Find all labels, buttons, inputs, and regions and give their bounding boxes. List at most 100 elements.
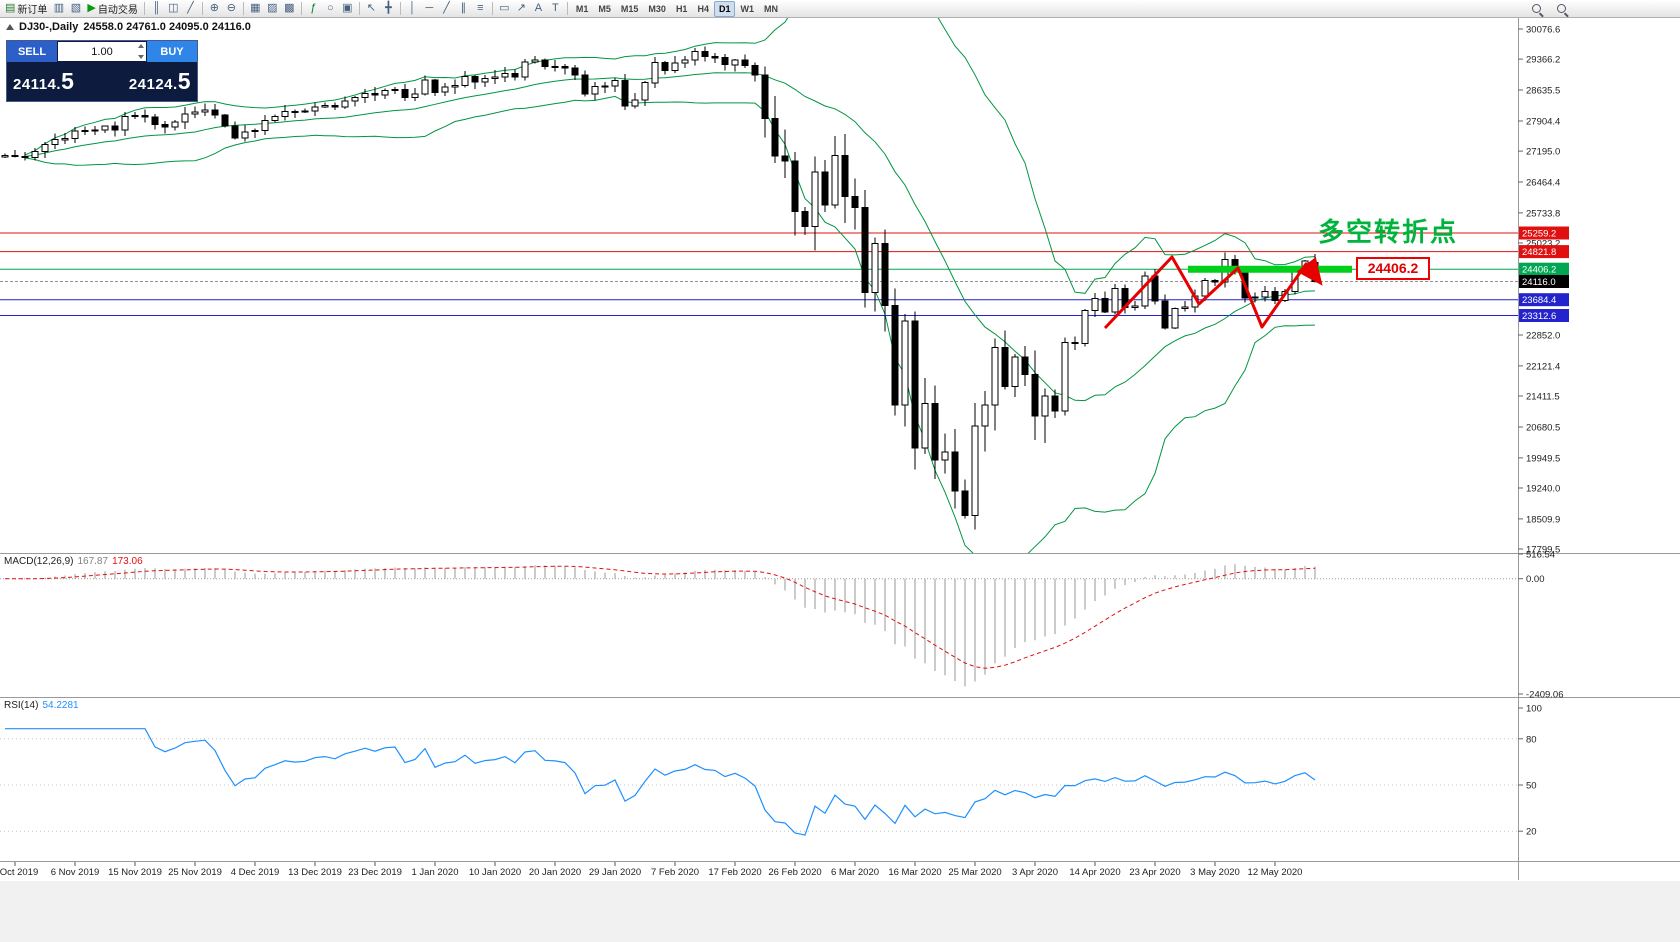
tile-windows-button[interactable]: ▦ bbox=[247, 1, 264, 17]
sell-price-big-digit: 5 bbox=[61, 68, 75, 94]
timeframe-m1-button[interactable]: M1 bbox=[571, 1, 594, 17]
symbol-search-button[interactable] bbox=[1553, 1, 1570, 17]
bar-chart-icon: ║ bbox=[152, 2, 161, 14]
svg-text:20 Jan 2020: 20 Jan 2020 bbox=[529, 867, 581, 878]
svg-text:15 Nov 2019: 15 Nov 2019 bbox=[108, 867, 162, 878]
trade-panel-prices: 24114.5 24124.5 bbox=[7, 62, 197, 101]
rsi-value: 54.2281 bbox=[42, 700, 79, 711]
timeframe-h1-button[interactable]: H1 bbox=[671, 1, 693, 17]
horizontal-line-button[interactable]: ─ bbox=[421, 1, 438, 17]
timeframe-m15-button[interactable]: M15 bbox=[616, 1, 644, 17]
svg-text:29366.2: 29366.2 bbox=[1526, 55, 1560, 66]
timeframe-m5-button[interactable]: M5 bbox=[593, 1, 616, 17]
bollinger-band bbox=[24, 18, 1316, 294]
periods-button[interactable]: ○ bbox=[322, 1, 339, 17]
profiles-icon: ▧ bbox=[70, 2, 82, 14]
price-annotation-box[interactable]: 24406.2 bbox=[1356, 257, 1430, 280]
cascade-windows-button[interactable]: ▨ bbox=[264, 1, 281, 17]
svg-text:24406.2: 24406.2 bbox=[1522, 265, 1556, 276]
svg-text:26464.4: 26464.4 bbox=[1526, 178, 1560, 189]
candlestick-chart-icon: ◫ bbox=[168, 2, 179, 14]
sell-price[interactable]: 24114.5 bbox=[13, 68, 74, 95]
svg-text:23 Dec 2019: 23 Dec 2019 bbox=[348, 867, 402, 878]
shapes-button[interactable]: ▭ bbox=[496, 1, 513, 17]
chart-background bbox=[0, 18, 1680, 942]
svg-text:6 Mar 2020: 6 Mar 2020 bbox=[831, 867, 879, 878]
text-button[interactable]: A bbox=[530, 1, 547, 17]
buy-button[interactable]: BUY bbox=[147, 41, 197, 62]
timeframe-w1-button[interactable]: W1 bbox=[735, 1, 759, 17]
templates-button[interactable]: ▣ bbox=[339, 1, 356, 17]
autotrading-icon: ▶ bbox=[87, 2, 96, 14]
arrow-tool-button[interactable]: ↗ bbox=[513, 1, 530, 17]
svg-text:22852.0: 22852.0 bbox=[1526, 331, 1560, 342]
timeframe-h4-button[interactable]: H4 bbox=[692, 1, 714, 17]
one-click-toggle-icon[interactable] bbox=[6, 24, 14, 30]
buy-price[interactable]: 24124.5 bbox=[129, 68, 191, 95]
timeframe-mn-button[interactable]: MN bbox=[759, 1, 783, 17]
new-order-button[interactable]: ▤ 新订单 bbox=[2, 1, 50, 17]
svg-text:50: 50 bbox=[1526, 781, 1537, 792]
channel-button[interactable]: ∥ bbox=[455, 1, 472, 17]
svg-text:0.00: 0.00 bbox=[1526, 574, 1545, 585]
macd-histogram bbox=[14, 564, 1316, 687]
profiles-button[interactable]: ▧ bbox=[67, 1, 84, 17]
svg-text:20: 20 bbox=[1526, 827, 1537, 838]
zoom-in-icon: ⊕ bbox=[209, 2, 219, 14]
trendline-button[interactable]: ╱ bbox=[438, 1, 455, 17]
macd-name: MACD(12,26,9) bbox=[4, 556, 74, 567]
lot-size-input[interactable]: 1.00 bbox=[58, 42, 146, 61]
chart-window-button[interactable]: ▥ bbox=[50, 1, 67, 17]
cursor-button[interactable]: ↖ bbox=[363, 1, 380, 17]
toolbar-separator bbox=[491, 2, 493, 15]
svg-text:20680.5: 20680.5 bbox=[1526, 423, 1560, 434]
svg-text:23684.4: 23684.4 bbox=[1522, 295, 1556, 306]
chart-window-icon: ▥ bbox=[53, 2, 65, 14]
candlestick-chart-button[interactable]: ◫ bbox=[165, 1, 182, 17]
fibonacci-button[interactable]: ≡ bbox=[472, 1, 489, 17]
svg-text:17799.5: 17799.5 bbox=[1526, 545, 1560, 556]
macd-signal-line bbox=[5, 565, 1316, 669]
shapes-icon: ▭ bbox=[499, 2, 510, 14]
spinner-up-icon[interactable] bbox=[137, 44, 144, 48]
zoom-out-button[interactable]: ⊖ bbox=[223, 1, 240, 17]
label-button[interactable]: T bbox=[547, 1, 564, 17]
arrange-windows-button[interactable]: ▩ bbox=[281, 1, 298, 17]
search-button[interactable] bbox=[1528, 1, 1545, 17]
lot-spinner[interactable] bbox=[136, 43, 145, 60]
symbol-search-icon bbox=[1557, 4, 1566, 13]
svg-text:24821.8: 24821.8 bbox=[1522, 247, 1556, 258]
timeframe-d1-button[interactable]: D1 bbox=[713, 0, 736, 17]
zoom-in-button[interactable]: ⊕ bbox=[206, 1, 223, 17]
spinner-down-icon[interactable] bbox=[137, 55, 144, 59]
toolbar-separator bbox=[242, 2, 244, 15]
bar-chart-button[interactable]: ║ bbox=[148, 1, 165, 17]
toolbar-separator bbox=[300, 2, 302, 15]
periods-icon: ○ bbox=[327, 2, 334, 14]
zigzag-annotation[interactable] bbox=[1103, 255, 1323, 330]
text-icon: A bbox=[534, 2, 543, 14]
line-chart-button[interactable]: ╱ bbox=[182, 1, 199, 17]
svg-text:25259.2: 25259.2 bbox=[1522, 229, 1556, 240]
candlestick-series bbox=[1, 46, 1319, 530]
sell-button[interactable]: SELL bbox=[7, 41, 57, 62]
cursor-icon: ↖ bbox=[366, 2, 376, 14]
toolbar-separator bbox=[566, 2, 568, 15]
indicators-button[interactable]: ƒ bbox=[305, 1, 322, 17]
autotrading-button[interactable]: ▶ 自动交易 bbox=[84, 1, 140, 17]
svg-text:18509.9: 18509.9 bbox=[1526, 514, 1560, 525]
svg-text:6 Nov 2019: 6 Nov 2019 bbox=[51, 867, 100, 878]
bollinger-band bbox=[24, 72, 1316, 402]
vertical-line-button[interactable]: │ bbox=[404, 1, 421, 17]
symbol-info: DJ30-,Daily 24558.0 24761.0 24095.0 2411… bbox=[6, 21, 251, 33]
indicators-icon: ƒ bbox=[310, 2, 317, 14]
horizontal-line-icon: ─ bbox=[425, 2, 434, 14]
svg-text:7 Feb 2020: 7 Feb 2020 bbox=[651, 867, 699, 878]
rsi-name: RSI(14) bbox=[4, 700, 39, 711]
toolbar-right bbox=[1528, 1, 1570, 17]
timeframe-m30-button[interactable]: M30 bbox=[643, 1, 671, 17]
toolbar-separator bbox=[201, 2, 203, 15]
svg-text:27904.4: 27904.4 bbox=[1526, 117, 1560, 128]
crosshair-button[interactable]: ╋ bbox=[380, 1, 397, 17]
